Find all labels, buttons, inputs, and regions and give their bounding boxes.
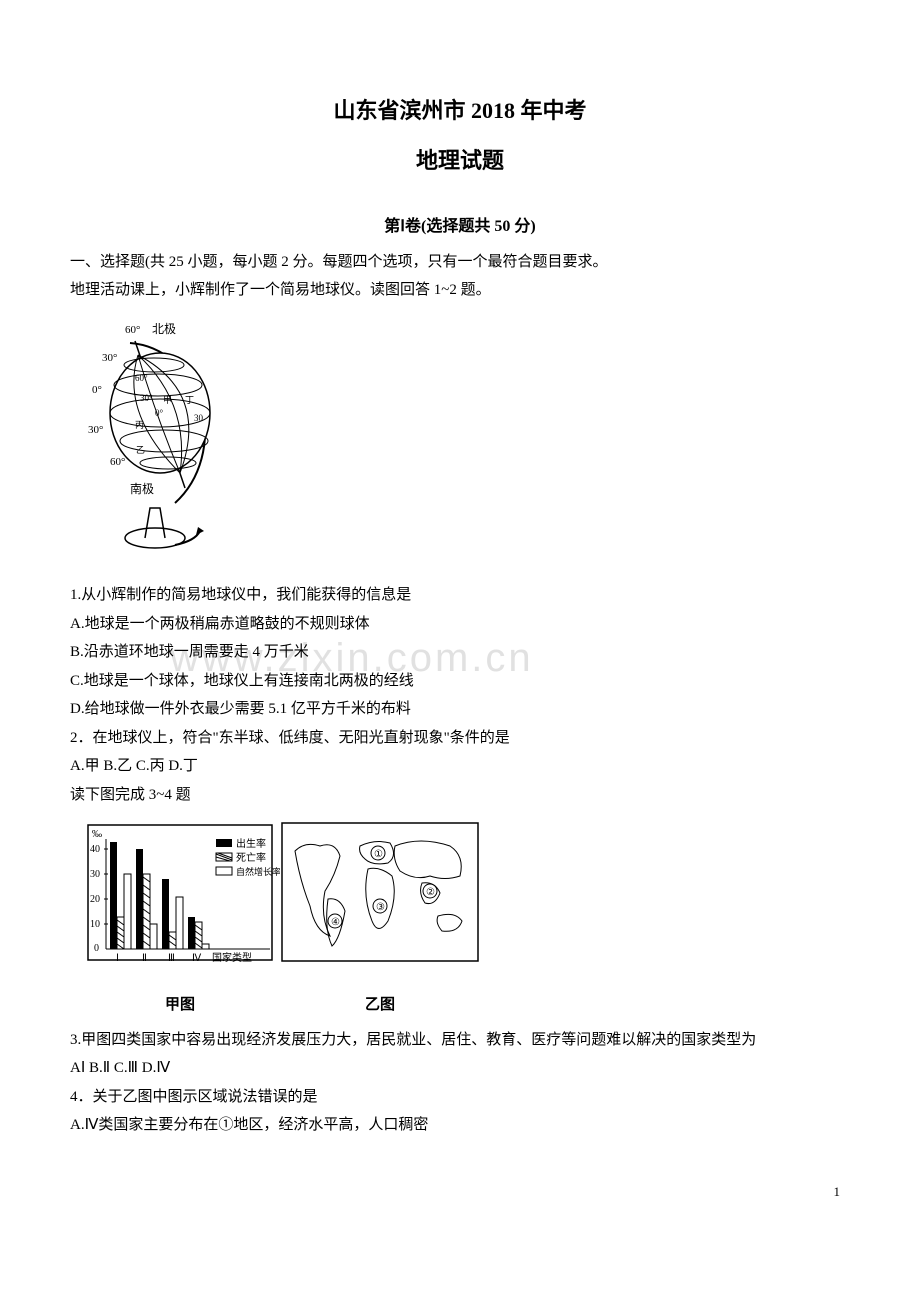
globe-label-inner0: 0° bbox=[155, 408, 164, 418]
globe-label-ding: 丁 bbox=[185, 395, 194, 405]
y-unit: ‰ bbox=[92, 829, 102, 840]
globe-label-southpole: 南极 bbox=[130, 481, 154, 496]
ytick-0: 0 bbox=[94, 943, 99, 954]
q2-stem: 2．在地球仪上，符合"东半球、低纬度、无阳光直射现象"条件的是 bbox=[70, 724, 850, 753]
globe-label-30n: 30° bbox=[102, 352, 117, 364]
q4-optA: A.Ⅳ类国家主要分布在①地区，经济水平高，人口稠密 bbox=[70, 1111, 850, 1140]
globe-label-northpole: 北极 bbox=[152, 322, 176, 336]
exam-title-main: 山东省滨州市 2018 年中考 bbox=[70, 90, 850, 132]
xcat-3: Ⅲ bbox=[168, 953, 175, 964]
read-fig-3-4: 读下图完成 3~4 题 bbox=[70, 781, 850, 810]
map-label-1: ① bbox=[374, 849, 383, 860]
instructions-line1: 一、选择题(共 25 小题，每小题 2 分。每题四个选项，只有一个最符合题目要求… bbox=[70, 248, 850, 277]
map-label-3: ③ bbox=[376, 902, 385, 913]
bar-chart-svg: ‰ 40 30 20 10 0 bbox=[80, 817, 280, 987]
globe-label-inner30-1: 30° bbox=[140, 393, 153, 403]
q1-optA: A.地球是一个两极稍扁赤道略鼓的不规则球体 bbox=[70, 610, 850, 639]
ytick-40: 40 bbox=[90, 844, 100, 855]
xcat-4: Ⅳ bbox=[192, 953, 202, 964]
globe-label-0: 0° bbox=[92, 384, 102, 396]
legend-birth: 出生率 bbox=[236, 837, 266, 850]
map-label-4: ④ bbox=[331, 917, 340, 928]
xcat-1: Ⅰ bbox=[116, 953, 119, 964]
globe-svg: 60° 北极 30° 0° 30° 60° 南极 60° 30° 甲 丁 0° … bbox=[80, 313, 240, 563]
globe-label-bing: 丙 bbox=[135, 420, 144, 430]
exam-title-sub: 地理试题 bbox=[70, 140, 850, 182]
figure-label-row: 甲图 乙图 bbox=[80, 991, 850, 1020]
instructions-line2: 地理活动课上，小辉制作了一个简易地球仪。读图回答 1~2 题。 bbox=[70, 276, 850, 305]
page-number: 1 bbox=[70, 1180, 850, 1205]
legend-growth: 自然增长率 bbox=[236, 866, 280, 877]
xcat-2: Ⅱ bbox=[142, 953, 147, 964]
q3-opts: AⅠ B.Ⅱ C.Ⅲ D.Ⅳ bbox=[70, 1054, 850, 1083]
map-label-2: ② bbox=[426, 887, 435, 898]
q1-stem: 1.从小辉制作的简易地球仪中，我们能获得的信息是 bbox=[70, 581, 850, 610]
globe-label-inner30-2: 30 bbox=[194, 413, 204, 423]
q2-opts: A.甲 B.乙 C.丙 D.丁 bbox=[70, 752, 850, 781]
q4-stem: 4．关于乙图中图示区域说法错误的是 bbox=[70, 1083, 850, 1112]
ytick-30: 30 bbox=[90, 869, 100, 880]
q3-stem: 3.甲图四类国家中容易出现经济发展压力大，居民就业、居住、教育、医疗等问题难以解… bbox=[70, 1026, 850, 1055]
globe-label-30s: 30° bbox=[88, 424, 103, 436]
ytick-10: 10 bbox=[90, 919, 100, 930]
figure-row: ‰ 40 30 20 10 0 bbox=[80, 817, 850, 987]
q1-optB: B.沿赤道环地球一周需要走 4 万千米 bbox=[70, 638, 850, 667]
world-map-svg: ① ② ③ ④ bbox=[280, 821, 480, 971]
q1-optC: C.地球是一个球体，地球仪上有连接南北两极的经线 bbox=[70, 667, 850, 696]
xcat-suffix: 国家类型 bbox=[212, 951, 252, 964]
ytick-20: 20 bbox=[90, 894, 100, 905]
globe-label-jia: 甲 bbox=[163, 395, 172, 405]
section-header: 第Ⅰ卷(选择题共 50 分) bbox=[70, 212, 850, 242]
globe-label-60s: 60° bbox=[110, 456, 125, 468]
legend-death: 死亡率 bbox=[236, 851, 266, 864]
q1-optD: D.给地球做一件外衣最少需要 5.1 亿平方千米的布料 bbox=[70, 695, 850, 724]
globe-label-60n: 60° bbox=[125, 324, 140, 336]
globe-label-yi: 乙 bbox=[136, 445, 145, 455]
globe-label-inner60: 60° bbox=[135, 373, 148, 383]
page-content: 山东省滨州市 2018 年中考 地理试题 第Ⅰ卷(选择题共 50 分) 一、选择… bbox=[70, 90, 850, 1205]
figure-label-b: 乙图 bbox=[280, 991, 480, 1020]
figure-label-a: 甲图 bbox=[80, 991, 280, 1020]
globe-figure: 60° 北极 30° 0° 30° 60° 南极 60° 30° 甲 丁 0° … bbox=[80, 313, 850, 574]
